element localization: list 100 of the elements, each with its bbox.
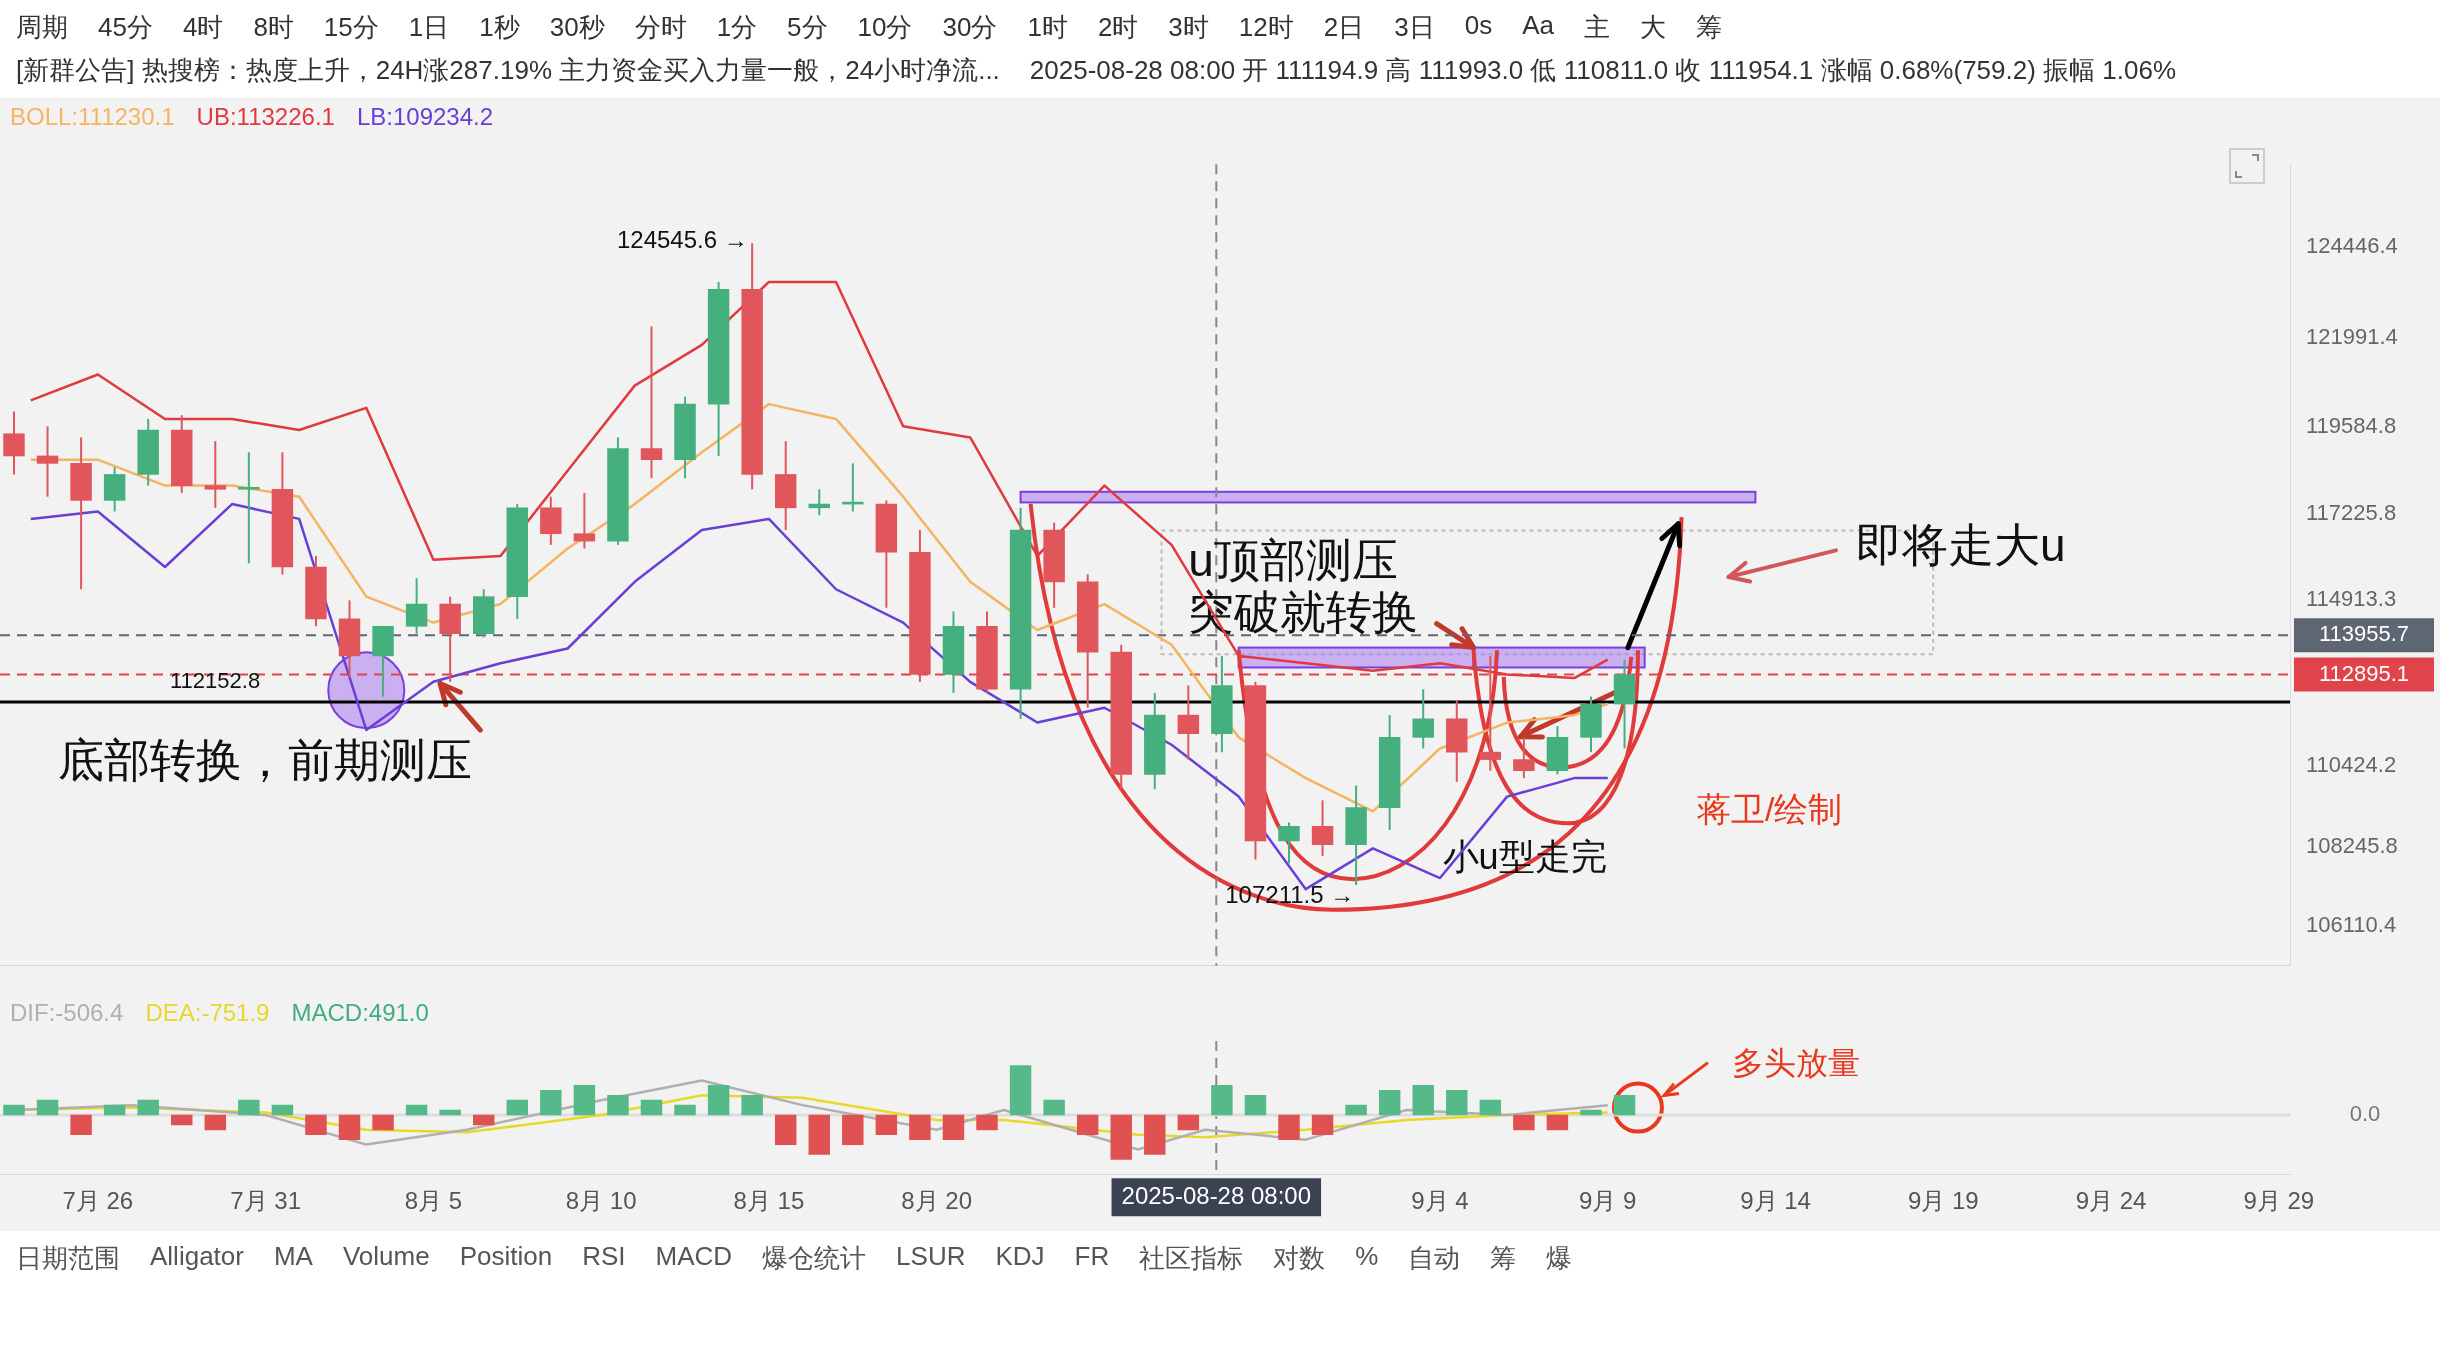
y-tick-label: 121991.4 bbox=[2306, 323, 2398, 349]
annotation: 即将走大u bbox=[1856, 519, 2066, 572]
text: 1日 bbox=[408, 11, 450, 44]
text: 45分 bbox=[98, 11, 153, 44]
bar bbox=[1345, 1104, 1367, 1116]
bar bbox=[1244, 1094, 1267, 1116]
text: 2025-08-28 08:00 开 111194.9 高 111993.0 低 110811.0 收 111954.1 涨幅 0.68%(759.2) 振幅 1.06% bbox=[1029, 54, 2177, 87]
text: 分时 bbox=[634, 11, 687, 44]
bar bbox=[472, 1114, 495, 1126]
bar bbox=[405, 1104, 428, 1116]
y-tick-label: 106110.4 bbox=[2306, 911, 2397, 937]
bar bbox=[707, 1085, 730, 1116]
x-tick-label: 8月 5 bbox=[404, 1187, 463, 1215]
candlestick bbox=[1211, 654, 1233, 754]
text: 大 bbox=[1639, 11, 1666, 44]
x-tick-label: 9月 29 bbox=[2243, 1187, 2315, 1215]
text: Aa bbox=[1522, 10, 1554, 42]
text: 3日 bbox=[1394, 11, 1435, 44]
candlestick bbox=[137, 417, 159, 487]
text: MA bbox=[273, 1241, 313, 1273]
text: Alligator bbox=[150, 1241, 244, 1273]
text: Volume bbox=[342, 1241, 430, 1273]
bar bbox=[171, 1114, 193, 1126]
text: MACD bbox=[655, 1241, 733, 1273]
y-tick-label: 108245.8 bbox=[2306, 832, 2398, 858]
candlestick bbox=[372, 625, 394, 698]
text: % bbox=[1355, 1241, 1379, 1273]
bar bbox=[1412, 1085, 1434, 1116]
bar bbox=[1546, 1114, 1569, 1131]
bar bbox=[674, 1104, 696, 1116]
bar bbox=[36, 1099, 59, 1116]
x-tick-label: 7月 31 bbox=[230, 1187, 301, 1215]
bar bbox=[1378, 1090, 1401, 1116]
text: 2日 bbox=[1323, 11, 1365, 44]
text: [新群公告] 热搜榜：热度上升，24H涨287.19% 主力资金买入力量一般，24小时净流... bbox=[16, 54, 1000, 87]
bar bbox=[1580, 1109, 1602, 1116]
ref-line-label: 112152.8 bbox=[170, 668, 261, 694]
text: 日期范围 bbox=[16, 1242, 120, 1275]
candlestick bbox=[3, 410, 25, 476]
annotation: 多头放量 bbox=[1731, 1045, 1860, 1082]
text: 筹 bbox=[1695, 11, 1722, 44]
text: 1分 bbox=[716, 11, 758, 44]
text: UB:113226.1 bbox=[196, 103, 335, 131]
bar bbox=[774, 1114, 797, 1145]
bar bbox=[3, 1104, 25, 1116]
y-tick-label: 114913.3 bbox=[2306, 585, 2397, 611]
text: Position bbox=[459, 1241, 553, 1273]
annotation: 蒋卫/绘制 bbox=[1697, 789, 1843, 828]
bar bbox=[607, 1094, 629, 1116]
candlestick bbox=[1043, 521, 1065, 609]
bar bbox=[204, 1114, 227, 1131]
ref-line-label: 112895.1 bbox=[2318, 660, 2410, 686]
candlestick bbox=[540, 495, 562, 546]
bar bbox=[1446, 1090, 1468, 1116]
bar bbox=[1479, 1099, 1502, 1116]
text: DIF:-506.4 bbox=[10, 999, 124, 1027]
ref-line-label: 2025-08-28 08:00 bbox=[1121, 1181, 1312, 1209]
bar bbox=[1009, 1065, 1032, 1116]
bar bbox=[1144, 1114, 1166, 1155]
x-tick-label: 9月 9 bbox=[1579, 1187, 1637, 1215]
candlestick bbox=[909, 529, 931, 683]
candlestick bbox=[1580, 695, 1602, 754]
candlestick bbox=[204, 440, 227, 509]
bar bbox=[1177, 1114, 1200, 1131]
x-tick-label: 9月 14 bbox=[1740, 1187, 1811, 1215]
candlestick bbox=[1513, 736, 1535, 780]
text: 1秒 bbox=[479, 11, 520, 44]
text: 筹 bbox=[1490, 1242, 1517, 1275]
bar bbox=[640, 1099, 663, 1116]
bar bbox=[70, 1114, 92, 1136]
y-tick-label: 117225.8 bbox=[2306, 500, 2397, 526]
text: 30分 bbox=[942, 11, 998, 44]
y-tick-label: 110424.2 bbox=[2306, 752, 2397, 778]
bar bbox=[1043, 1099, 1065, 1116]
x-tick-label: 9月 19 bbox=[1907, 1187, 1979, 1215]
candlestick bbox=[238, 451, 260, 565]
x-tick-label: 8月 20 bbox=[901, 1187, 973, 1215]
text: 30秒 bbox=[549, 11, 605, 44]
text: 对数 bbox=[1273, 1242, 1326, 1275]
text: 周期 bbox=[16, 11, 68, 44]
candlestick bbox=[305, 554, 327, 628]
text: 2时 bbox=[1097, 11, 1139, 44]
text: 社区指标 bbox=[1139, 1242, 1244, 1275]
text: 1时 bbox=[1027, 11, 1068, 44]
candlestick bbox=[1278, 821, 1300, 865]
text: 8时 bbox=[253, 11, 294, 44]
text: MACD:491.0 bbox=[291, 999, 429, 1027]
bar bbox=[942, 1114, 965, 1140]
ref-line-label: 0.0 bbox=[2349, 1101, 2381, 1127]
bar bbox=[1278, 1114, 1300, 1140]
bar bbox=[1076, 1114, 1099, 1136]
candlestick bbox=[640, 325, 663, 480]
text: LSUR bbox=[896, 1241, 966, 1273]
candlestick bbox=[607, 436, 629, 546]
bar bbox=[1613, 1094, 1636, 1116]
annotation: 底部转换，前期测压 bbox=[57, 733, 472, 786]
candlestick bbox=[1144, 691, 1166, 791]
text: DEA:-751.9 bbox=[145, 999, 270, 1027]
bar bbox=[1311, 1114, 1334, 1136]
bar bbox=[573, 1085, 596, 1116]
